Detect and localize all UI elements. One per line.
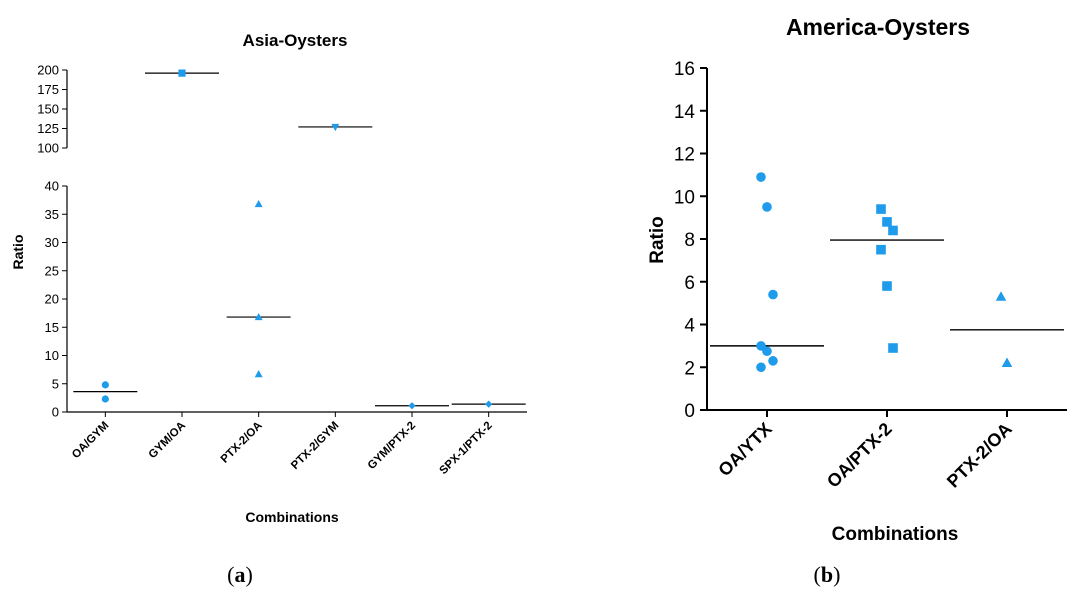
asia-data-point bbox=[331, 123, 340, 132]
asia-upper-y-ticks: 100 125 150 175 200 bbox=[37, 63, 67, 156]
caption-b: (b) bbox=[814, 562, 841, 587]
asia-y-tick-label: 35 bbox=[45, 207, 59, 222]
america-y-axis-label: Ratio bbox=[647, 216, 668, 264]
asia-data-point bbox=[178, 69, 186, 77]
asia-x-ticks: OA/GYM GYM/OA PTX-2/OA PTX-2/GYM GYM/PTX-2 SP… bbox=[70, 412, 495, 477]
asia-y-tick-label: 5 bbox=[52, 376, 59, 391]
america-data-marks bbox=[710, 172, 1064, 373]
caption-b-letter: b bbox=[821, 562, 833, 587]
asia-oysters-panel: Asia-Oysters Ratio Combinations 10012515… bbox=[10, 31, 527, 525]
caption-a-letter: a bbox=[235, 562, 246, 587]
america-y-tick-label: 16 bbox=[674, 59, 695, 80]
asia-y-tick-label: 0 bbox=[52, 405, 59, 420]
america-data-point bbox=[888, 343, 898, 353]
asia-data-point bbox=[485, 400, 493, 408]
asia-y-tick-label: 100 bbox=[37, 141, 59, 156]
asia-lower-y-ticks: 0 5 10 15 20 25 30 35 40 bbox=[45, 179, 67, 420]
america-data-point bbox=[762, 202, 772, 212]
asia-y-tick-label: 15 bbox=[45, 320, 59, 335]
america-y-tick-label: 2 bbox=[684, 358, 695, 379]
asia-data-point bbox=[254, 312, 263, 321]
asia-x-tick-label: PTX-2/OA bbox=[219, 420, 265, 466]
america-x-axis-label: Combinations bbox=[832, 524, 959, 545]
america-data-point bbox=[882, 281, 892, 291]
asia-chart-title: Asia-Oysters bbox=[243, 31, 348, 50]
asia-y-axis-label: Ratio bbox=[10, 235, 26, 270]
america-x-tick-label: OA/PTX-2 bbox=[823, 419, 896, 492]
asia-y-tick-label: 200 bbox=[37, 63, 59, 78]
asia-data-point bbox=[101, 395, 109, 403]
asia-y-tick-label: 150 bbox=[37, 102, 59, 117]
america-data-point bbox=[762, 346, 772, 357]
america-x-tick-label: OA/YTX bbox=[714, 419, 776, 481]
asia-x-tick-label: GYM/PTX-2 bbox=[366, 420, 418, 472]
america-data-point bbox=[888, 225, 898, 236]
asia-y-tick-label: 125 bbox=[37, 121, 59, 136]
america-x-tick-label: PTX-2/OA bbox=[943, 419, 1016, 492]
america-data-point bbox=[876, 244, 886, 255]
america-data-point bbox=[1001, 357, 1013, 368]
america-data-point bbox=[882, 217, 892, 227]
asia-x-tick-label: GYM/OA bbox=[147, 420, 188, 461]
america-y-tick-label: 8 bbox=[684, 230, 695, 251]
asia-x-tick-label: SPX-1/PTX-2 bbox=[437, 420, 494, 477]
america-data-point bbox=[876, 204, 886, 214]
asia-y-tick-label: 25 bbox=[45, 263, 59, 278]
america-data-point bbox=[756, 362, 766, 373]
america-data-point bbox=[995, 291, 1007, 301]
asia-x-tick-label: OA/GYM bbox=[70, 420, 111, 461]
america-y-tick-label: 0 bbox=[684, 401, 695, 422]
asia-data-point bbox=[408, 402, 416, 410]
asia-x-tick-label: PTX-2/GYM bbox=[289, 420, 341, 472]
america-y-tick-label: 10 bbox=[674, 187, 695, 208]
asia-y-tick-label: 40 bbox=[45, 179, 59, 194]
america-oysters-panel: America-Oysters Ratio Combinations 0 2 4 6 8… bbox=[647, 14, 1067, 545]
asia-y-tick-label: 30 bbox=[45, 235, 59, 250]
america-data-point bbox=[768, 356, 778, 366]
asia-y-tick-label: 175 bbox=[37, 82, 59, 97]
asia-data-point bbox=[254, 199, 263, 208]
asia-data-marks bbox=[73, 69, 526, 410]
asia-x-axis-label: Combinations bbox=[245, 509, 339, 525]
america-y-ticks: 0 2 4 6 8 10 12 14 16 bbox=[674, 59, 707, 422]
america-x-ticks: OA/YTX OA/PTX-2 PTX-2/OA bbox=[714, 410, 1016, 492]
america-data-point bbox=[768, 289, 778, 300]
asia-data-point bbox=[101, 381, 109, 389]
asia-y-tick-label: 20 bbox=[45, 292, 59, 307]
america-data-point bbox=[756, 172, 766, 182]
asia-y-tick-label: 10 bbox=[45, 348, 59, 363]
america-chart-title: America-Oysters bbox=[786, 14, 970, 40]
america-y-tick-label: 14 bbox=[674, 102, 696, 123]
asia-data-point bbox=[254, 370, 263, 378]
caption-a: (a) bbox=[227, 562, 253, 587]
america-y-tick-label: 4 bbox=[684, 316, 695, 337]
america-y-tick-label: 6 bbox=[684, 273, 695, 294]
america-y-tick-label: 12 bbox=[674, 145, 695, 166]
